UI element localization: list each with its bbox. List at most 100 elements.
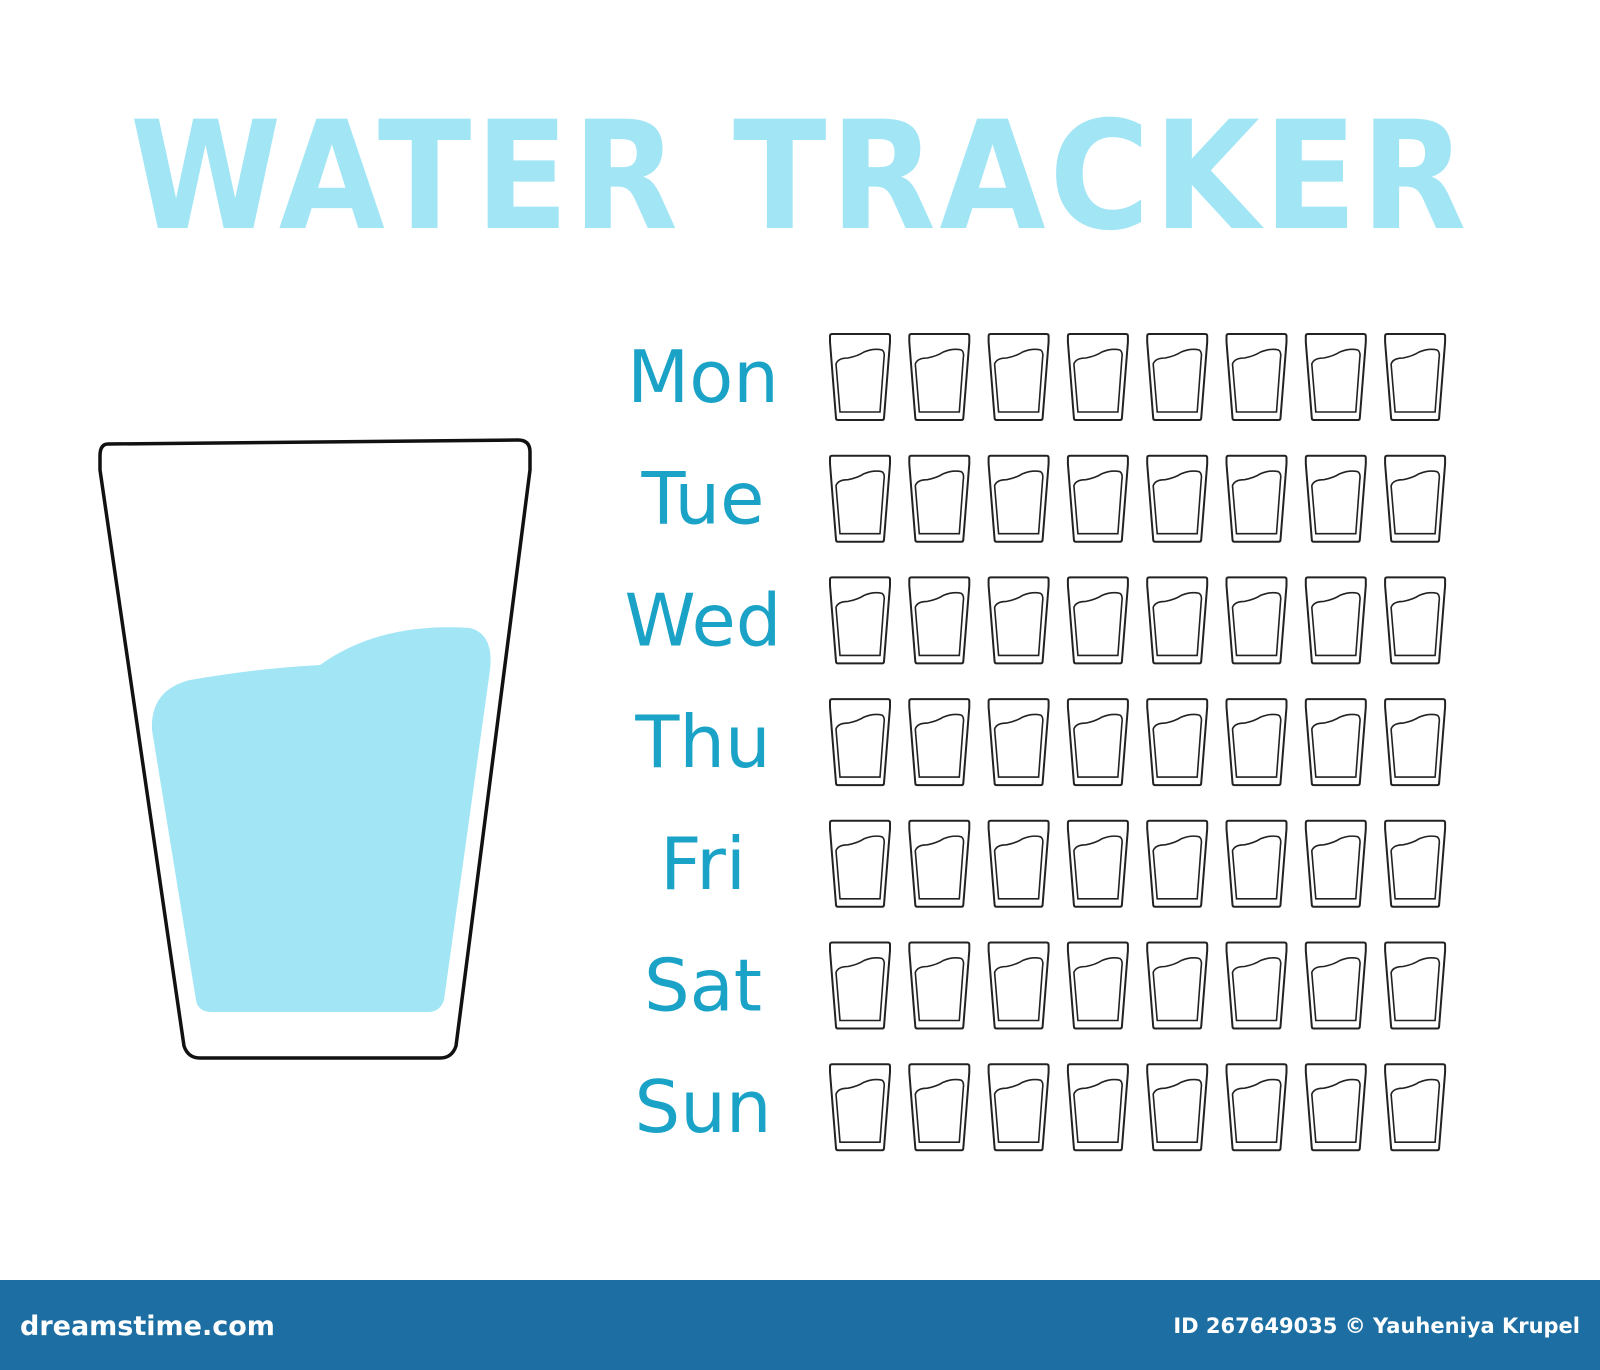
glass-outline [1304,576,1367,665]
glass-outline [1225,819,1288,908]
glass-inner [1231,470,1282,535]
glass-inner [1073,835,1123,900]
footer-bar [0,1280,1600,1370]
glass-icon [1384,819,1447,908]
glass-outline [1066,454,1129,543]
glass-inner [1073,591,1123,657]
glass-icon [1146,576,1209,665]
glass-icon [908,454,971,543]
glass-icon [1304,698,1367,787]
glass-icon [908,333,971,421]
glass-inner [1390,591,1441,657]
glass-icon [908,576,971,665]
glass-outline [1066,698,1129,787]
glass-inner [993,957,1044,1022]
glass-icon [1146,454,1209,543]
glass-inner [1073,1078,1123,1143]
glass-inner [1390,835,1441,900]
glass-icon [1384,576,1447,665]
glass-outline [987,698,1050,787]
glass-inner [1390,470,1441,535]
glass-outline [1225,698,1288,787]
glass-icon [908,1063,971,1152]
glass-icon [1304,576,1367,665]
glass-inner [993,835,1044,900]
day-label: Tue [641,457,765,541]
glass-outline [1304,819,1367,908]
day-label: Sat [644,944,762,1028]
glass-inner [1231,713,1282,778]
glass-outline [829,333,891,421]
glass-inner [1310,591,1361,657]
glass-inner [1390,957,1441,1022]
glass-outline [1304,698,1367,787]
glass-inner [1231,348,1282,413]
glass-icon [1304,333,1367,421]
glass-inner [835,591,886,657]
glass-inner [993,591,1044,657]
glass-inner [1231,957,1282,1022]
glass-icon [1304,1063,1367,1152]
glass-outline [1384,941,1447,1030]
glass-inner [1152,591,1203,657]
glass-icon [987,1063,1050,1152]
glass-outline [987,576,1050,665]
glass-outline [908,1063,971,1152]
big-glass [98,438,532,1060]
glass-outline [908,698,971,787]
glass-inner [993,470,1044,535]
glass-icon [1384,1063,1447,1152]
glass-outline [1384,819,1447,908]
glass-outline [987,941,1050,1030]
glass-inner [1310,1078,1361,1143]
glass-icon [1146,333,1209,421]
glass-inner [1152,1078,1203,1143]
glass-icon [1304,454,1367,543]
glass-inner [835,1078,886,1143]
glass-icon [987,454,1050,543]
day-label: Wed [625,578,782,662]
glass-outline [829,941,891,1030]
glass-outline [829,1063,891,1152]
glass-outline [1146,454,1209,543]
glass-icon [987,819,1050,908]
glass-outline [1384,454,1447,543]
glass-inner [1231,1078,1282,1143]
glass-icon [829,454,891,543]
glass-outline [987,333,1050,421]
glass-inner [1152,470,1203,535]
glass-outline [829,576,891,665]
glass-outline [1384,698,1447,787]
glass-icon [1225,576,1288,665]
glass-icon [1146,819,1209,908]
glass-icon [1146,941,1209,1030]
glass-icon [1304,819,1367,908]
glass-outline [1066,576,1129,665]
glass-icon [908,819,971,908]
glass-inner [1152,957,1203,1022]
glass-inner [1390,348,1441,413]
glass-outline [1304,333,1367,421]
glass-icon [1225,941,1288,1030]
title: WATER TRACKER [130,90,1470,264]
glass-inner [1073,470,1123,535]
glass-icon [1225,1063,1288,1152]
glass-inner [1310,348,1361,413]
glass-inner [993,1078,1044,1143]
glass-icon [1146,1063,1209,1152]
glass-icon [987,333,1050,421]
glass-icon [908,698,971,787]
glass-icon [1225,454,1288,543]
glass-outline [1066,1063,1129,1152]
glass-icon [987,941,1050,1030]
glass-inner [1073,713,1123,778]
glass-inner [1152,835,1203,900]
glass-icon [829,941,891,1030]
glass-outline [908,333,971,421]
glass-inner [1310,713,1361,778]
glass-outline [1384,1063,1447,1152]
glass-icon [1066,941,1129,1030]
glass-outline [1066,941,1129,1030]
day-label: Mon [627,335,779,419]
